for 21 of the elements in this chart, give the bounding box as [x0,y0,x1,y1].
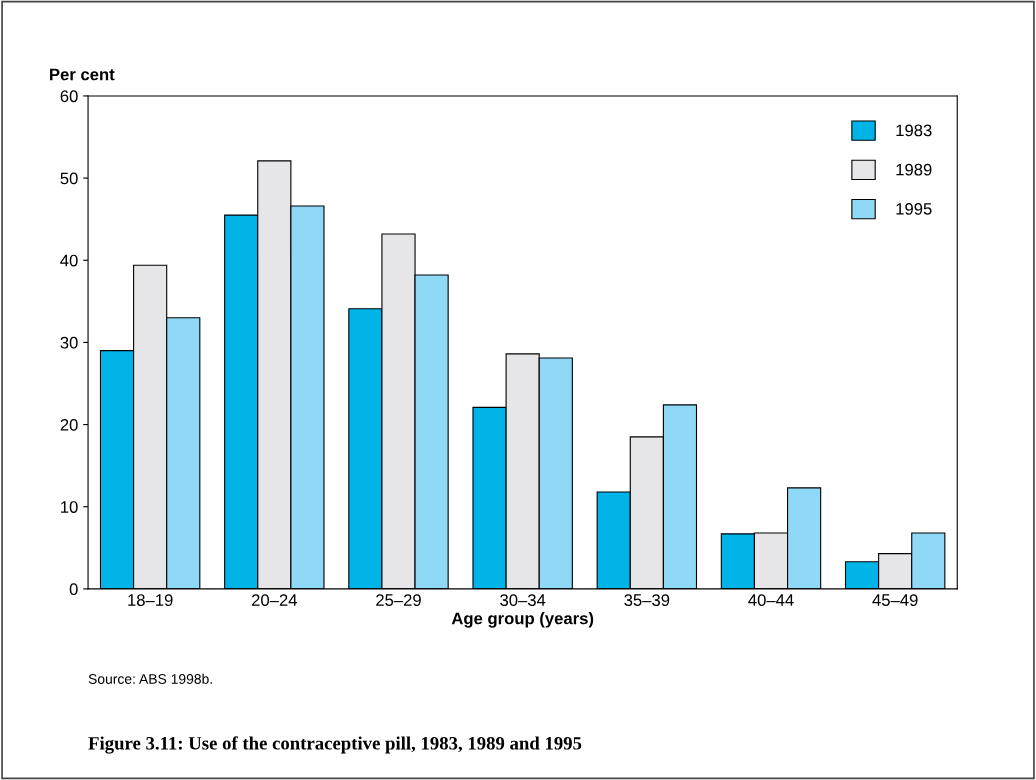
x-tick-label: 30–34 [500,594,546,606]
y-tick-label: 40 [60,254,78,267]
x-tick-label: 20–24 [251,594,298,606]
source-note: Source: ABS 1998b. [88,673,212,684]
x-tick-label: 40–44 [748,594,794,606]
y-tick-label: 0 [69,583,78,596]
y-tick-label: 10 [61,501,78,513]
x-tick-label: 18–19 [128,594,173,606]
y-tick-label: 30 [60,336,78,349]
y-axis-title: Per cent [50,68,115,81]
y-tick-label: 60 [60,90,78,103]
legend-label: 1989 [896,163,932,176]
y-tick-label: 20 [60,418,78,431]
text: Figure 3.11: Use of the contraceptive pill, 1983, 1989 and 1995 [88,736,582,754]
y-tick-label: 50 [60,172,78,185]
x-tick-label: 35–39 [624,594,670,606]
legend-label: 1995 [896,202,932,215]
legend-label: 1983 [896,124,932,137]
x-tick-label: 45–49 [872,594,918,606]
x-axis-title: Age group (years) [451,612,594,628]
x-tick-label: 25–29 [376,594,421,606]
